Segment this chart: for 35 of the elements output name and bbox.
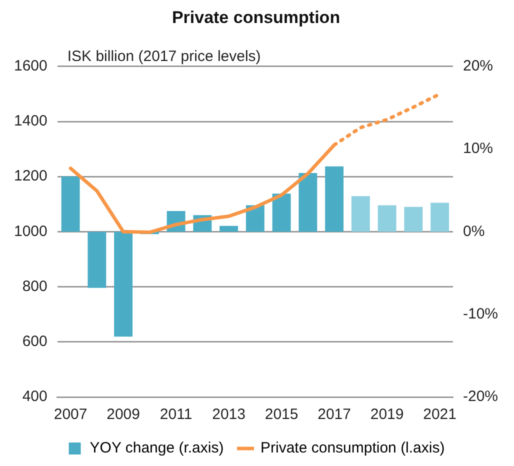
y2-tick-label: 10% — [462, 140, 494, 158]
legend-label: YOY change (r.axis) — [90, 440, 224, 457]
bar — [325, 166, 344, 232]
bar — [430, 202, 450, 232]
bar — [404, 206, 423, 232]
bar — [378, 205, 396, 232]
x-tick-label: 2007 — [54, 406, 88, 424]
bar — [272, 194, 291, 232]
y-tick-label: 1200 — [14, 168, 48, 185]
x-tick-label: 2015 — [264, 406, 298, 424]
legend-label: Private consumption (l.axis) — [260, 440, 445, 457]
y2-tick-label: -10% — [462, 305, 498, 322]
x-tick-label: 2017 — [318, 406, 351, 424]
y-tick-label: 800 — [22, 278, 48, 295]
bar — [298, 173, 318, 232]
y-tick-label: 1600 — [14, 58, 48, 75]
y-tick-label: 1400 — [14, 112, 48, 130]
y2-tick-label: -20% — [462, 388, 498, 406]
bar — [88, 232, 106, 288]
chart-title: Private consumption — [172, 8, 340, 27]
y-tick-label: 1000 — [14, 222, 48, 240]
y-axis-title: ISK billion (2017 price levels) — [67, 48, 261, 66]
x-tick-label: 2011 — [160, 406, 192, 424]
y-tick-label: 400 — [22, 388, 48, 406]
bar — [220, 226, 238, 232]
x-tick-label: 2013 — [212, 406, 246, 424]
y2-tick-label: 0% — [462, 222, 485, 240]
bar — [61, 176, 80, 232]
x-tick-label: 2021 — [423, 406, 456, 424]
x-tick-label: 2009 — [106, 406, 140, 424]
y-tick-label: 600 — [22, 333, 48, 350]
bar — [114, 232, 133, 337]
y2-tick-label: 20% — [462, 58, 494, 75]
x-tick-label: 2019 — [370, 406, 404, 424]
bar — [351, 196, 370, 232]
